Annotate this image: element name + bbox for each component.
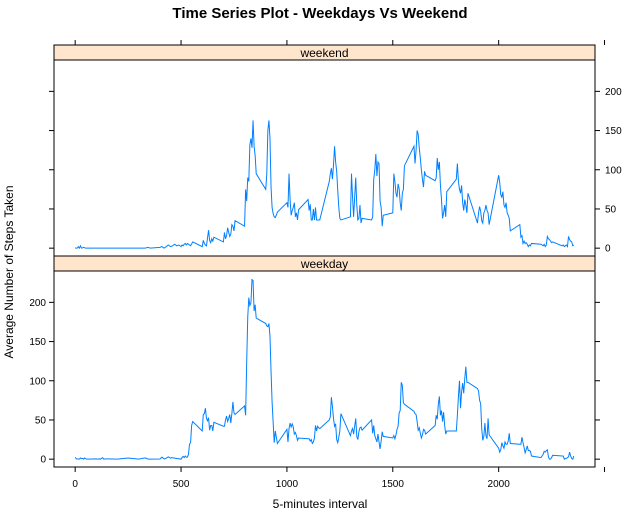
- panel-weekend: weekend: [53, 44, 596, 257]
- y-tick-label-weekday: 50: [35, 415, 47, 426]
- y-tick-label-weekday: 200: [29, 298, 46, 309]
- x-axis-label: 5-minutes interval: [273, 497, 368, 511]
- strip-weekday: [53, 255, 596, 272]
- y-tick-label-weekend: 100: [605, 165, 622, 176]
- y-tick-label-weekday: 0: [40, 455, 46, 466]
- y-tick-label-weekend: 50: [605, 204, 617, 215]
- x-tick-label: 1500: [382, 479, 405, 490]
- strip-label-weekend: weekend: [299, 46, 348, 60]
- strip-weekend: [53, 44, 596, 61]
- x-tick-label: 1000: [276, 479, 299, 490]
- x-tick-label: 500: [173, 479, 190, 490]
- x-tick-label: 0: [72, 479, 78, 490]
- x-tick-label: 2000: [488, 479, 511, 490]
- y-axis-label: Average Number of Steps Taken: [2, 186, 16, 359]
- y-tick-label-weekend: 150: [605, 126, 622, 137]
- y-tick-label-weekday: 150: [29, 337, 46, 348]
- y-tick-label-weekday: 100: [29, 376, 46, 387]
- panel-weekend-frame: [53, 59, 596, 257]
- y-tick-label-weekend: 0: [605, 244, 611, 255]
- series-line-weekend: [75, 120, 575, 250]
- chart-title: Time Series Plot - Weekdays Vs Weekend: [172, 5, 467, 22]
- series-line-weekday: [74, 278, 575, 460]
- strip-label-weekday: weekday: [300, 257, 348, 271]
- panel-weekday-frame: [53, 270, 596, 468]
- panel-weekday: weekday: [53, 255, 596, 468]
- y-tick-label-weekend: 200: [605, 87, 622, 98]
